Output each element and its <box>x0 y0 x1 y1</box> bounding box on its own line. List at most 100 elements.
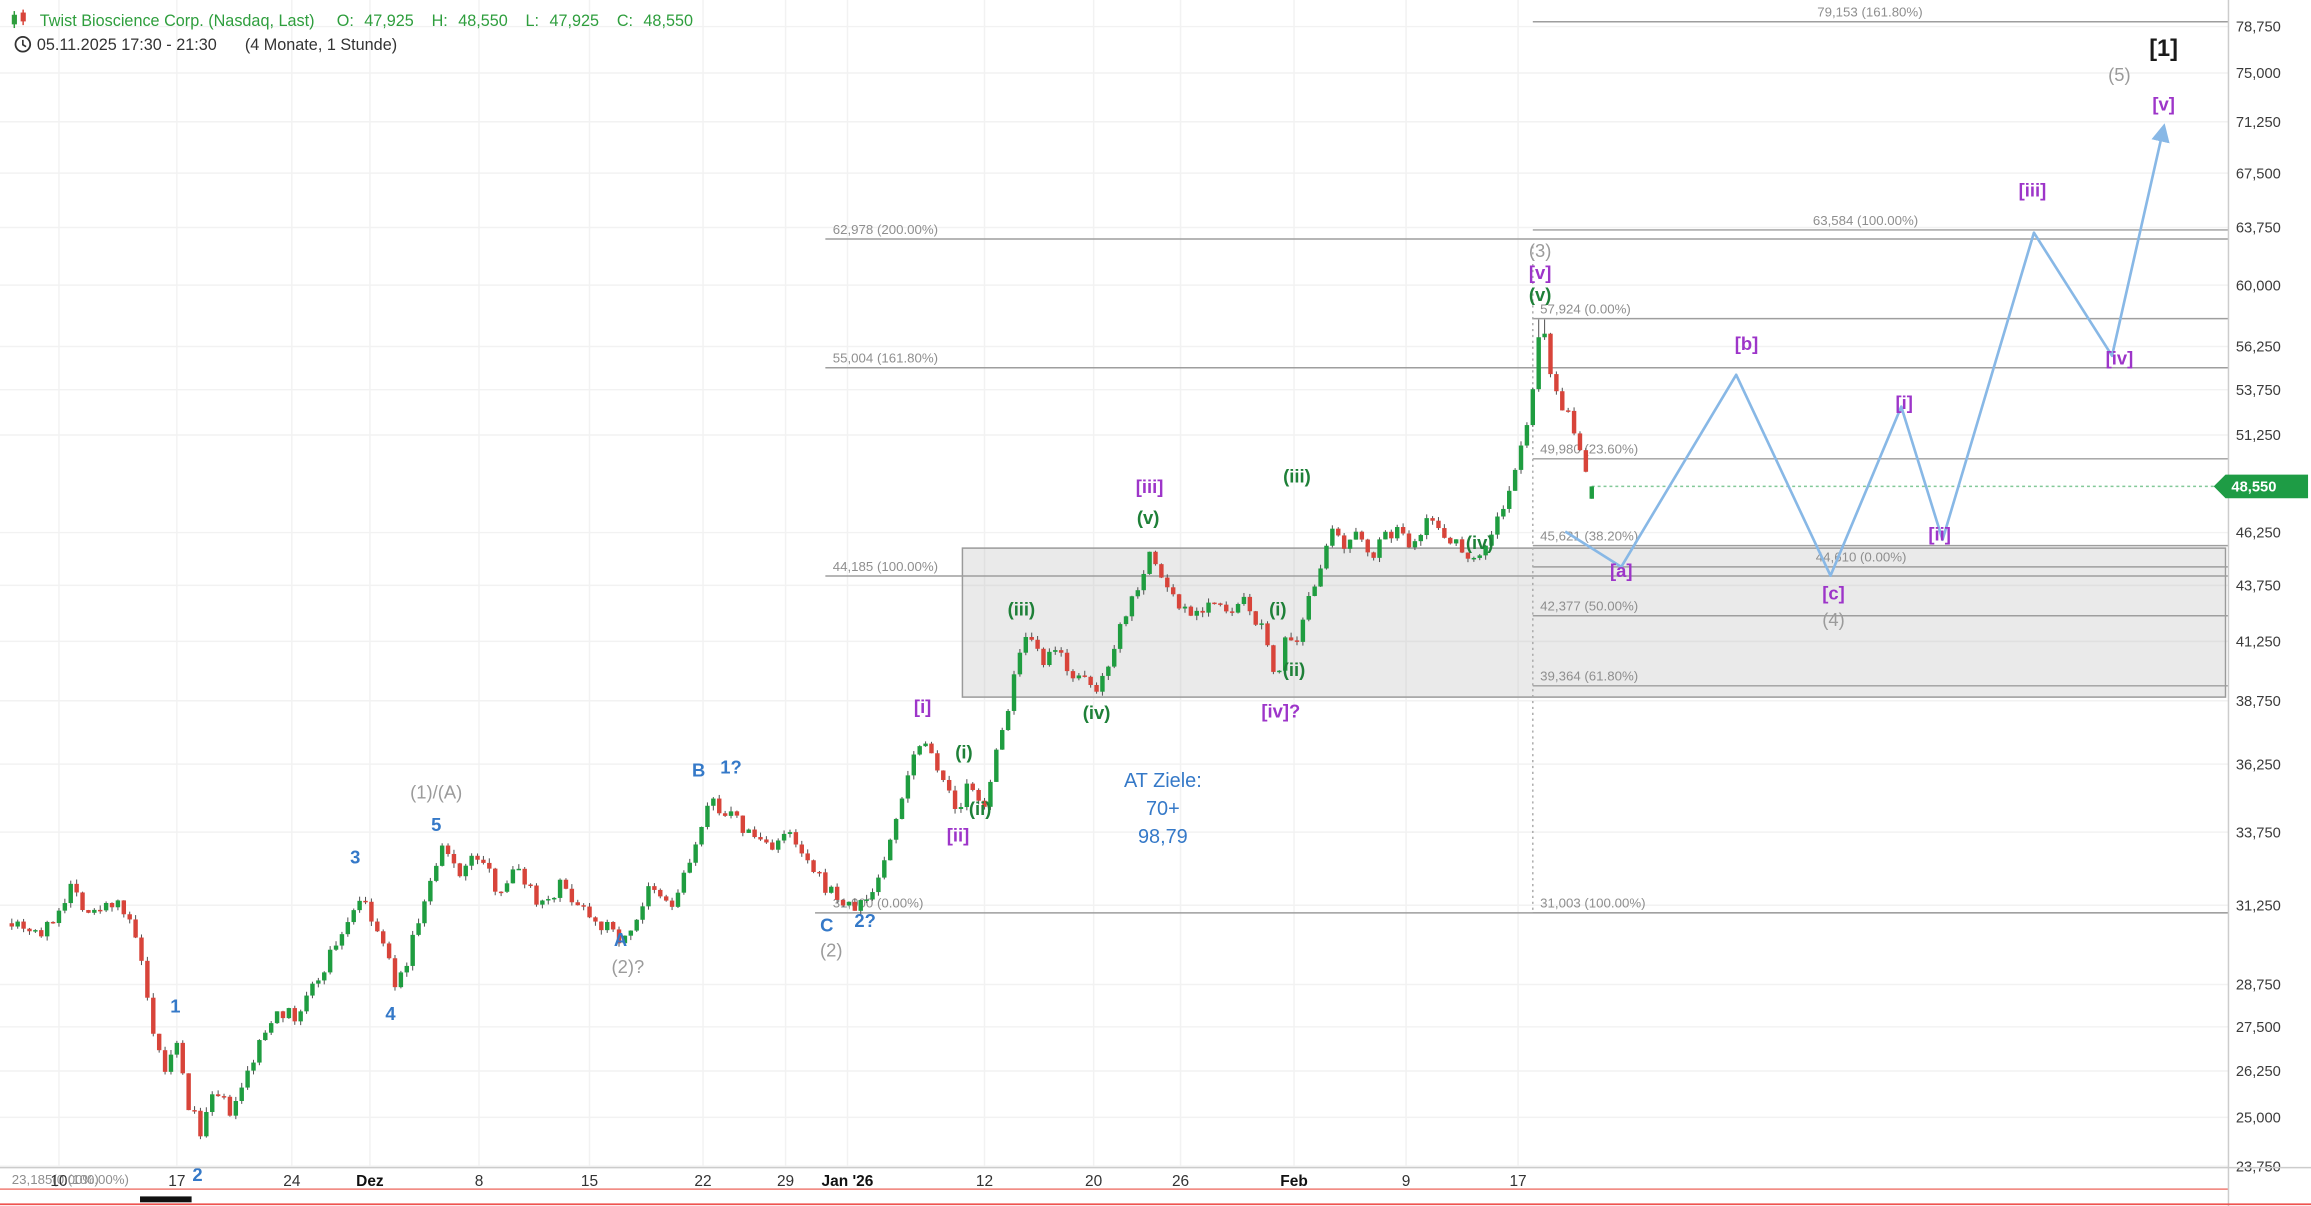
price-axis[interactable]: 78,750 75,000 71,250 67,500 63,750 60,000 56,2… <box>2213 0 2309 1206</box>
candle-down <box>534 885 539 905</box>
target-annotation[interactable]: AT Ziele: <box>1124 770 1202 792</box>
consolidation-box[interactable] <box>961 547 2227 698</box>
wave-label[interactable]: B <box>692 759 705 780</box>
candle-down <box>215 1094 221 1097</box>
wave-label[interactable]: 2 <box>192 1164 202 1185</box>
time-axis[interactable]: 10 17 24 Dez 8 15 22 29 Jan '26 12 20 26 Feb 9 17 <box>0 1166 2311 1206</box>
wave-label[interactable]: [b] <box>1735 333 1759 354</box>
wave-label[interactable]: (iv) <box>1466 532 1494 553</box>
symbol-name[interactable]: Twist Bioscience Corp. (Nasdaq, Last) <box>40 12 315 30</box>
candles-layer[interactable] <box>9 319 1594 1140</box>
candle-up <box>994 749 999 782</box>
fib-level-label[interactable]: (100.00%) <box>68 1172 129 1187</box>
fib-level-label[interactable]: 44,185 (100.00%) <box>833 559 938 574</box>
fib-level-label[interactable]: 55,004 (161.80%) <box>833 351 938 366</box>
wave-label[interactable]: (i) <box>955 742 972 763</box>
wave-label[interactable]: [v] <box>1529 262 1551 283</box>
high-value: 48,550 <box>458 12 508 30</box>
candle-down <box>587 906 592 918</box>
projection-path-layer[interactable] <box>1564 123 2170 577</box>
candle-up <box>775 840 781 850</box>
candle-down <box>1400 527 1406 534</box>
wave-label[interactable]: 1 <box>170 996 180 1017</box>
wave-label[interactable]: (v) <box>1529 284 1551 305</box>
fib-level-label[interactable]: 23,185(0.00%) <box>12 1172 99 1187</box>
wave-label[interactable]: [v] <box>2152 94 2174 115</box>
wave-label[interactable]: (v) <box>1137 507 1159 528</box>
wave-label[interactable]: (ii) <box>1283 659 1305 680</box>
wave-label[interactable]: [1] <box>2149 35 2178 61</box>
candle-up <box>263 1032 268 1041</box>
fib-level-label[interactable]: 63,584 (100.00%) <box>1813 213 1918 228</box>
symbol-line[interactable]: Twist Bioscience Corp. (Nasdaq, Last) O:… <box>40 12 693 30</box>
fib-level-label[interactable]: 44,610 (0.00%) <box>1816 550 1907 565</box>
candle-up <box>557 879 563 898</box>
projection-path[interactable] <box>1564 123 2170 577</box>
wave-label[interactable]: 4 <box>385 1003 396 1024</box>
wave-label[interactable]: (2)? <box>611 956 644 977</box>
candle-up <box>310 983 315 996</box>
fib-level-label[interactable]: 31,003 (100.00%) <box>1540 896 1645 911</box>
target-annotation[interactable]: 98,79 <box>1138 826 1188 848</box>
candle-up <box>687 862 692 873</box>
wave-label[interactable]: (ii) <box>969 798 991 819</box>
candle-up <box>33 930 38 932</box>
candle-down <box>133 919 138 938</box>
wave-label[interactable]: 2? <box>854 910 875 931</box>
candle-up <box>622 935 628 944</box>
wave-label[interactable]: A <box>614 929 627 950</box>
wave-label[interactable]: [c] <box>1822 582 1844 603</box>
wave-label[interactable]: (5) <box>2108 64 2130 85</box>
wave-label[interactable]: (iii) <box>1283 466 1311 487</box>
fibonacci-levels-layer[interactable]: 79,153 (161.80%) 62,978 (200.00%) 63,584 (… <box>0 5 2229 1190</box>
fib-level-label[interactable]: 45,621 (38.20%) <box>1540 528 1638 543</box>
candle-up <box>781 833 787 841</box>
wave-label[interactable]: [ii] <box>947 824 969 845</box>
wave-label[interactable]: [i] <box>914 696 931 717</box>
candle-down <box>186 1073 191 1111</box>
wave-label[interactable]: (i) <box>1269 599 1286 620</box>
wave-label[interactable]: [iii] <box>2019 179 2047 200</box>
fib-level-label[interactable]: 62,978 (200.00%) <box>833 222 938 237</box>
fib-level-label[interactable]: 42,377 (50.00%) <box>1540 599 1638 614</box>
candle-down <box>1224 604 1229 612</box>
wave-label[interactable]: [iii] <box>1136 476 1164 497</box>
wave-label[interactable]: (2) <box>820 940 842 961</box>
wave-label[interactable]: [iv]? <box>1261 700 1300 721</box>
fib-level-label[interactable]: 49,980 (23.60%) <box>1540 442 1638 457</box>
wave-label[interactable]: (iv) <box>1083 702 1111 723</box>
fib-level-label[interactable]: 57,924 (0.00%) <box>1540 301 1631 316</box>
candle-down <box>487 862 492 869</box>
wave-label[interactable]: [i] <box>1896 392 1913 413</box>
price-axis-label: 36,250 <box>2236 757 2281 773</box>
wave-label[interactable]: 3 <box>350 847 360 868</box>
wave-label[interactable]: [ii] <box>1928 523 1950 544</box>
candle-down <box>1029 637 1034 640</box>
candle-down <box>1212 602 1217 605</box>
wave-label[interactable]: (1)/(A) <box>410 782 462 803</box>
candle-down <box>1088 676 1093 685</box>
fib-level-label[interactable]: 39,364 (61.80%) <box>1540 669 1638 684</box>
wave-label[interactable]: 1? <box>720 756 741 777</box>
candle-down <box>1341 535 1347 549</box>
fib-level-label[interactable]: 79,153 (161.80%) <box>1817 5 1922 20</box>
target-annotation[interactable]: 70+ <box>1146 798 1180 820</box>
candle-down <box>457 863 463 877</box>
wave-label[interactable]: 5 <box>431 814 441 835</box>
time-axis-label: 8 <box>475 1173 484 1190</box>
wave-label[interactable]: (4) <box>1822 609 1844 630</box>
fib-level-label[interactable]: 31,000 (0.00%) <box>833 896 924 911</box>
wave-label[interactable]: [iv] <box>2106 348 2134 369</box>
annotation-text-layer[interactable]: AT Ziele: 70+ 98,79 <box>1124 770 1202 848</box>
candle-up <box>257 1040 262 1063</box>
candle-down <box>569 888 575 903</box>
wave-label[interactable]: C <box>820 914 833 935</box>
wave-label[interactable]: (iii) <box>1008 599 1036 620</box>
wave-label[interactable]: (3) <box>1529 240 1551 261</box>
axis-scrollbar-thumb[interactable] <box>140 1196 192 1203</box>
consolidation-box-layer[interactable] <box>961 547 2227 698</box>
candle-down <box>1554 374 1559 392</box>
wave-label[interactable]: [a] <box>1610 560 1632 581</box>
